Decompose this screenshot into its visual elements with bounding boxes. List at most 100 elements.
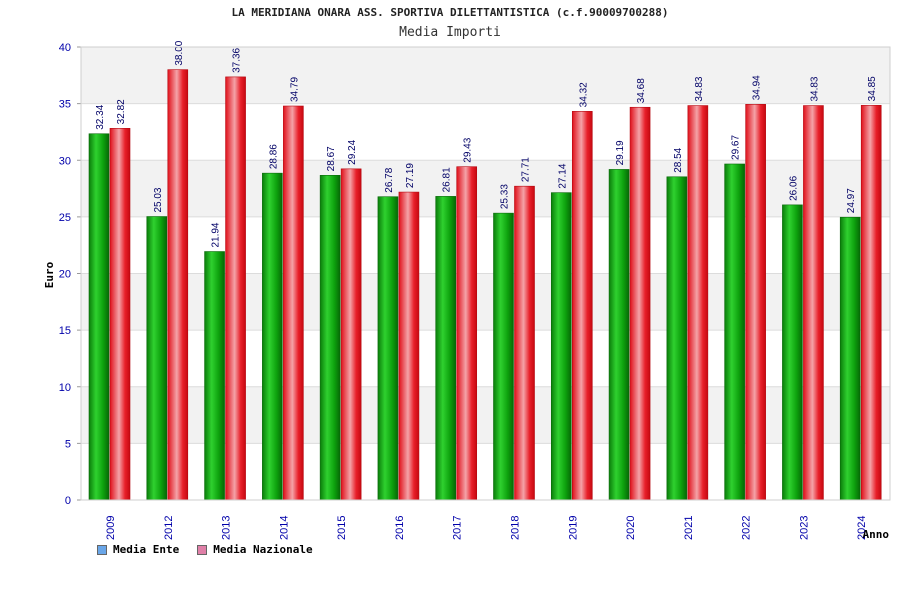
legend-label-nazionale: Media Nazionale	[213, 543, 313, 556]
bar-media-nazionale	[456, 166, 478, 501]
chart-subtitle: Media Importi	[399, 25, 501, 40]
data-label: 29.67	[731, 135, 742, 160]
data-label: 26.78	[384, 167, 395, 192]
bar-media-ente	[724, 163, 745, 501]
legend-swatch-ente	[97, 544, 107, 555]
x-axis-label: Anno	[863, 528, 890, 541]
plot-band	[81, 47, 890, 104]
y-axis-label: Euro	[43, 261, 56, 288]
data-label: 27.71	[521, 157, 532, 182]
data-label: 34.83	[694, 76, 705, 101]
data-label: 32.34	[95, 104, 106, 129]
data-label: 26.81	[442, 167, 453, 192]
bar-media-ente	[88, 133, 110, 501]
bar-media-ente	[262, 172, 283, 501]
legend-label-ente: Media Ente	[113, 543, 180, 556]
y-tick-label: 40	[59, 42, 71, 54]
x-tick-label: 2017	[452, 516, 464, 540]
bar-media-ente	[435, 196, 457, 501]
data-label: 34.79	[289, 77, 300, 102]
data-label: 37.36	[232, 47, 243, 72]
bar-media-nazionale	[340, 168, 362, 501]
bar-media-ente	[204, 251, 225, 501]
data-label: 28.86	[268, 144, 279, 169]
plot-frame	[80, 46, 891, 501]
x-tick-label: 2018	[510, 516, 522, 540]
data-label: 38.00	[174, 40, 185, 65]
x-tick-label: 2013	[221, 516, 233, 540]
y-tick-label: 0	[65, 495, 71, 507]
data-label: 24.97	[846, 188, 857, 213]
y-tick-label: 20	[59, 269, 71, 281]
bar-media-ente	[550, 192, 572, 501]
plot-band	[81, 330, 890, 387]
bar-media-nazionale	[398, 191, 420, 501]
data-label: 25.33	[500, 184, 511, 209]
x-tick-label: 2023	[798, 516, 810, 540]
x-tick-label: 2014	[278, 516, 290, 540]
bar-media-ente	[377, 196, 399, 501]
axes: 0 5 10 15 20 25 30 35 40 2009 2012 2013 2014 2015 2016…	[59, 42, 891, 540]
bar-media-ente	[319, 175, 341, 501]
y-tick-label: 35	[59, 99, 71, 111]
y-tick-label: 10	[59, 382, 71, 394]
bar-media-nazionale	[860, 105, 882, 501]
data-label: 34.94	[752, 75, 763, 100]
data-label: 28.67	[326, 146, 337, 171]
x-tick-label: 2009	[105, 516, 117, 540]
bar-media-nazionale	[283, 105, 304, 501]
x-tick-label: 2024	[856, 516, 868, 540]
data-label: 27.14	[557, 163, 568, 188]
bar-media-ente	[666, 176, 688, 501]
bar-media-nazionale	[745, 104, 766, 501]
plot-band	[81, 443, 890, 500]
legend-item-ente: Media Ente	[97, 543, 179, 556]
bar-media-nazionale	[629, 106, 651, 501]
plot-band	[81, 386, 890, 444]
bar-media-nazionale	[803, 105, 824, 501]
y-tick-label: 5	[65, 438, 71, 450]
bar-media-nazionale	[687, 105, 709, 501]
bar-media-ente	[608, 169, 630, 501]
x-tick-label: 2019	[567, 516, 579, 540]
data-label: 29.24	[347, 139, 358, 164]
legend-swatch-nazionale	[197, 544, 208, 555]
bar-media-ente	[493, 212, 514, 501]
y-tick-label: 30	[59, 155, 71, 167]
data-label: 25.03	[153, 187, 164, 212]
x-tick-label: 2015	[336, 516, 348, 540]
bars	[88, 69, 882, 501]
data-label: 28.54	[673, 147, 684, 172]
plot-band	[81, 103, 890, 161]
data-label: 29.19	[615, 140, 626, 165]
data-label: 26.06	[788, 175, 799, 200]
x-tick-label: 2012	[163, 516, 175, 540]
x-tick-label: 2016	[394, 516, 406, 540]
bar-media-nazionale	[514, 185, 535, 501]
legend: Media Ente Media Nazionale	[97, 543, 313, 556]
bar-media-ente	[839, 216, 861, 501]
data-label: 29.43	[463, 137, 474, 162]
bar-media-ente	[782, 204, 803, 501]
plot-band	[81, 273, 890, 331]
data-label: 34.83	[809, 76, 820, 101]
x-tick-label: 2020	[625, 516, 637, 540]
legend-item-nazionale: Media Nazionale	[197, 543, 313, 556]
y-tick-label: 15	[59, 325, 71, 337]
x-tick-label: 2021	[683, 516, 695, 540]
y-tick-label: 25	[59, 212, 71, 224]
data-label: 34.68	[636, 78, 647, 103]
bar-media-nazionale	[167, 69, 189, 501]
data-label: 34.85	[867, 76, 878, 101]
plot-band	[81, 216, 890, 274]
data-label: 21.94	[211, 222, 222, 247]
bar-media-nazionale	[225, 76, 246, 501]
data-labels: 32.34 32.82 25.03 38.00 21.94 37.36 28.86 34.79…	[95, 40, 878, 247]
chart-title: LA MERIDIANA ONARA ASS. SPORTIVA DILETTA…	[231, 6, 669, 19]
plot-band	[81, 160, 890, 217]
data-label: 34.32	[578, 82, 589, 107]
data-label: 32.82	[116, 99, 127, 124]
bar-media-nazionale	[571, 111, 593, 501]
bar-media-nazionale	[109, 128, 131, 501]
